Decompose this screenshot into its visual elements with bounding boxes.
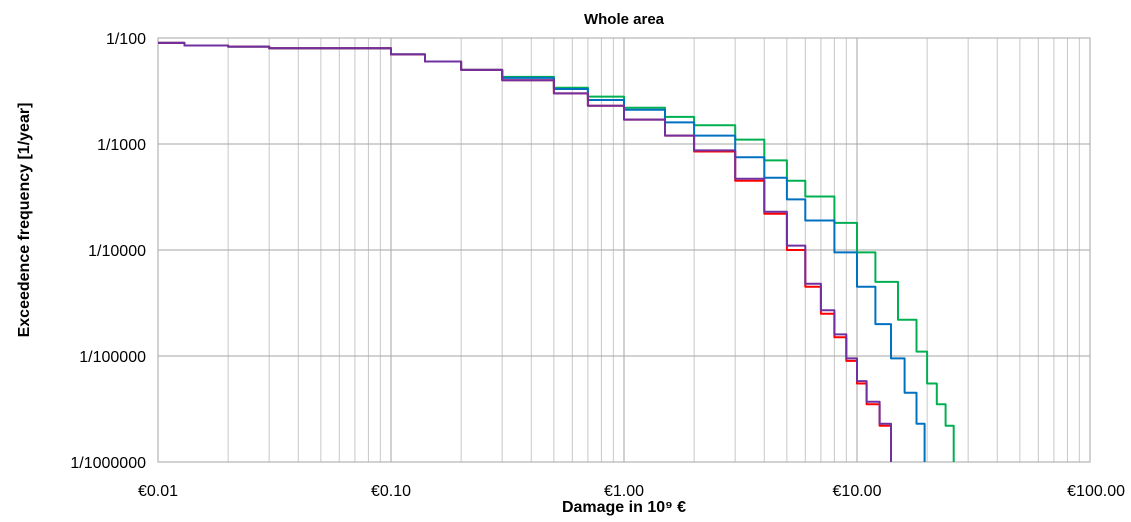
x-tick-label: €10.00: [833, 483, 882, 500]
y-axis-label: Exceedence frequency [1/year]: [16, 103, 33, 338]
series-line-4: [158, 41, 892, 462]
plot-border: [157, 37, 1091, 463]
y-tick-label: 1/1000: [97, 137, 146, 154]
series-line-2: [158, 41, 926, 462]
series-line-3: [158, 41, 892, 462]
x-tick-label: €1.00: [604, 483, 644, 500]
x-tick-label: €100.00: [1067, 483, 1125, 500]
x-axis-label: Damage in 10⁹ €: [562, 499, 686, 516]
y-tick-labels: 1/100 1/1000 1/10000 1/100000 1/1000000: [70, 31, 146, 472]
y-tick-label: 1/100000: [79, 349, 146, 366]
y-tick-label: 1/100: [106, 31, 146, 48]
x-tick-labels: €0.01 €0.10 €1.00 €10.00 €100.00: [138, 483, 1125, 500]
y-tick-label: 1/10000: [88, 243, 146, 260]
x-tick-label: €0.01: [138, 483, 178, 500]
chart-title: Whole area: [584, 11, 665, 28]
x-tick-label: €0.10: [371, 483, 411, 500]
y-tick-label: 1/1000000: [70, 455, 146, 472]
series-layer: [158, 41, 955, 462]
